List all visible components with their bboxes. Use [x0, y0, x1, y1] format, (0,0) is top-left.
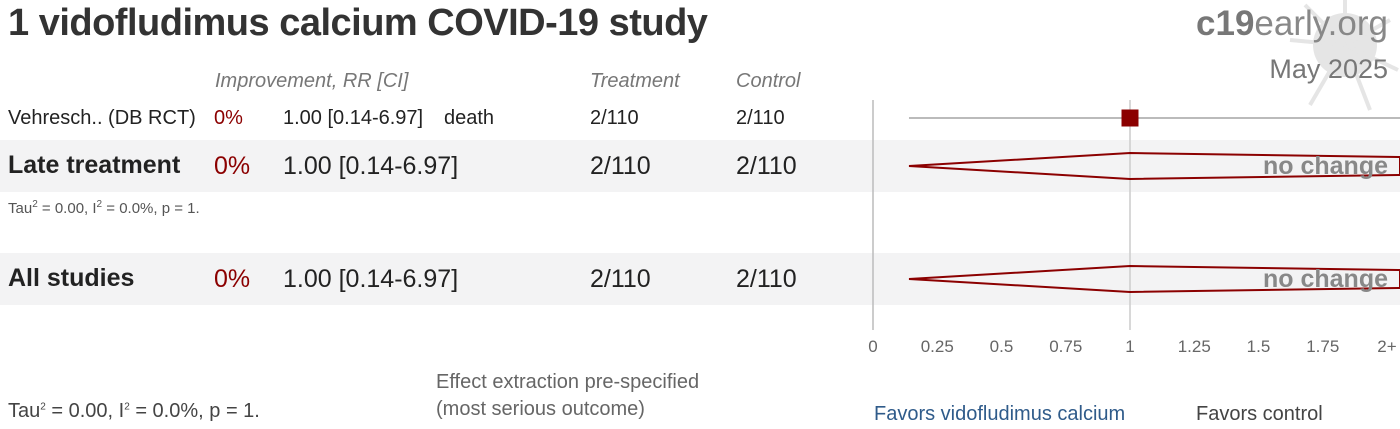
late-treatment-control: 2/110 — [736, 152, 797, 180]
late-treatment-label: Late treatment — [8, 151, 181, 179]
all-studies-control: 2/110 — [736, 265, 797, 293]
study-treatment: 2/110 — [590, 107, 639, 129]
x-tick-label: 1.5 — [1247, 337, 1271, 356]
page-title: 1 vidofludimus calcium COVID-19 study — [8, 2, 708, 44]
x-tick-label: 2+ — [1377, 337, 1396, 356]
x-tick-label: 1.75 — [1306, 337, 1339, 356]
brand-bold: c19 — [1196, 4, 1255, 43]
note-line-1: Effect extraction pre-specified — [436, 371, 700, 393]
late-i-rest: = 0.0%, p = 1. — [102, 200, 200, 217]
x-tick-label: 0.25 — [921, 337, 954, 356]
brand-rest: early.org — [1254, 4, 1388, 43]
footer-i-sup: 2 — [124, 401, 130, 413]
footer-tau-rest: = 0.00, I — [45, 400, 125, 422]
all-studies-verdict: no change — [1262, 265, 1388, 293]
favors-left-label: Favors vidofludimus calcium — [874, 403, 1126, 425]
all-studies-improvement: 0% — [214, 265, 251, 293]
header-control: Control — [736, 70, 801, 92]
all-studies-rr: 1.00 [0.14-6.97] — [283, 265, 459, 293]
brand-logo[interactable]: c19early.org — [1196, 4, 1388, 44]
study-outcome: death — [444, 107, 495, 129]
all-studies-label: All studies — [8, 264, 135, 292]
late-treatment-improvement: 0% — [214, 152, 251, 180]
late-tau-sup: 2 — [32, 199, 38, 210]
pooled-diamond — [908, 264, 1400, 294]
study-control: 2/110 — [736, 107, 785, 129]
study-name[interactable]: Vehresch.. (DB RCT) — [8, 107, 196, 129]
all-studies-treatment: 2/110 — [590, 265, 651, 293]
virus-watermark-icon — [1289, 0, 1399, 111]
study-rr: 1.00 [0.14-6.97] — [283, 107, 424, 129]
x-tick-label: 1 — [1125, 337, 1134, 356]
late-treatment-band — [0, 140, 1400, 192]
x-tick-label: 0.5 — [990, 337, 1014, 356]
late-treatment-treatment: 2/110 — [590, 152, 651, 180]
footer-tau-sup: 2 — [40, 401, 46, 413]
late-i-sup: 2 — [96, 199, 103, 210]
late-tau-rest: = 0.00, I — [37, 200, 97, 217]
footer-stats: Tau2 = 0.00, I2 = 0.0%, p = 1. — [8, 400, 260, 423]
late-tau-label: Tau — [8, 200, 33, 217]
all-studies-band — [0, 253, 1400, 305]
late-treatment-stats: Tau2 = 0.00, I2 = 0.0%, p = 1. — [8, 199, 200, 217]
footer-tau-label: Tau — [8, 400, 41, 422]
header-improvement: Improvement, RR [CI] — [215, 70, 409, 92]
x-tick-label: 0 — [868, 337, 877, 356]
header-treatment: Treatment — [590, 70, 680, 92]
x-tick-label: 1.25 — [1178, 337, 1211, 356]
x-tick-label: 0.75 — [1049, 337, 1082, 356]
note-line-2: (most serious outcome) — [436, 398, 645, 420]
footer-i-rest: = 0.0%, p = 1. — [129, 400, 260, 422]
favors-right-label: Favors control — [1196, 403, 1323, 425]
date-label: May 2025 — [1269, 54, 1388, 84]
study-marker — [1121, 109, 1139, 127]
pooled-diamond — [908, 151, 1400, 181]
study-improvement: 0% — [214, 107, 243, 129]
late-treatment-rr: 1.00 [0.14-6.97] — [283, 152, 459, 180]
late-treatment-verdict: no change — [1262, 152, 1388, 180]
